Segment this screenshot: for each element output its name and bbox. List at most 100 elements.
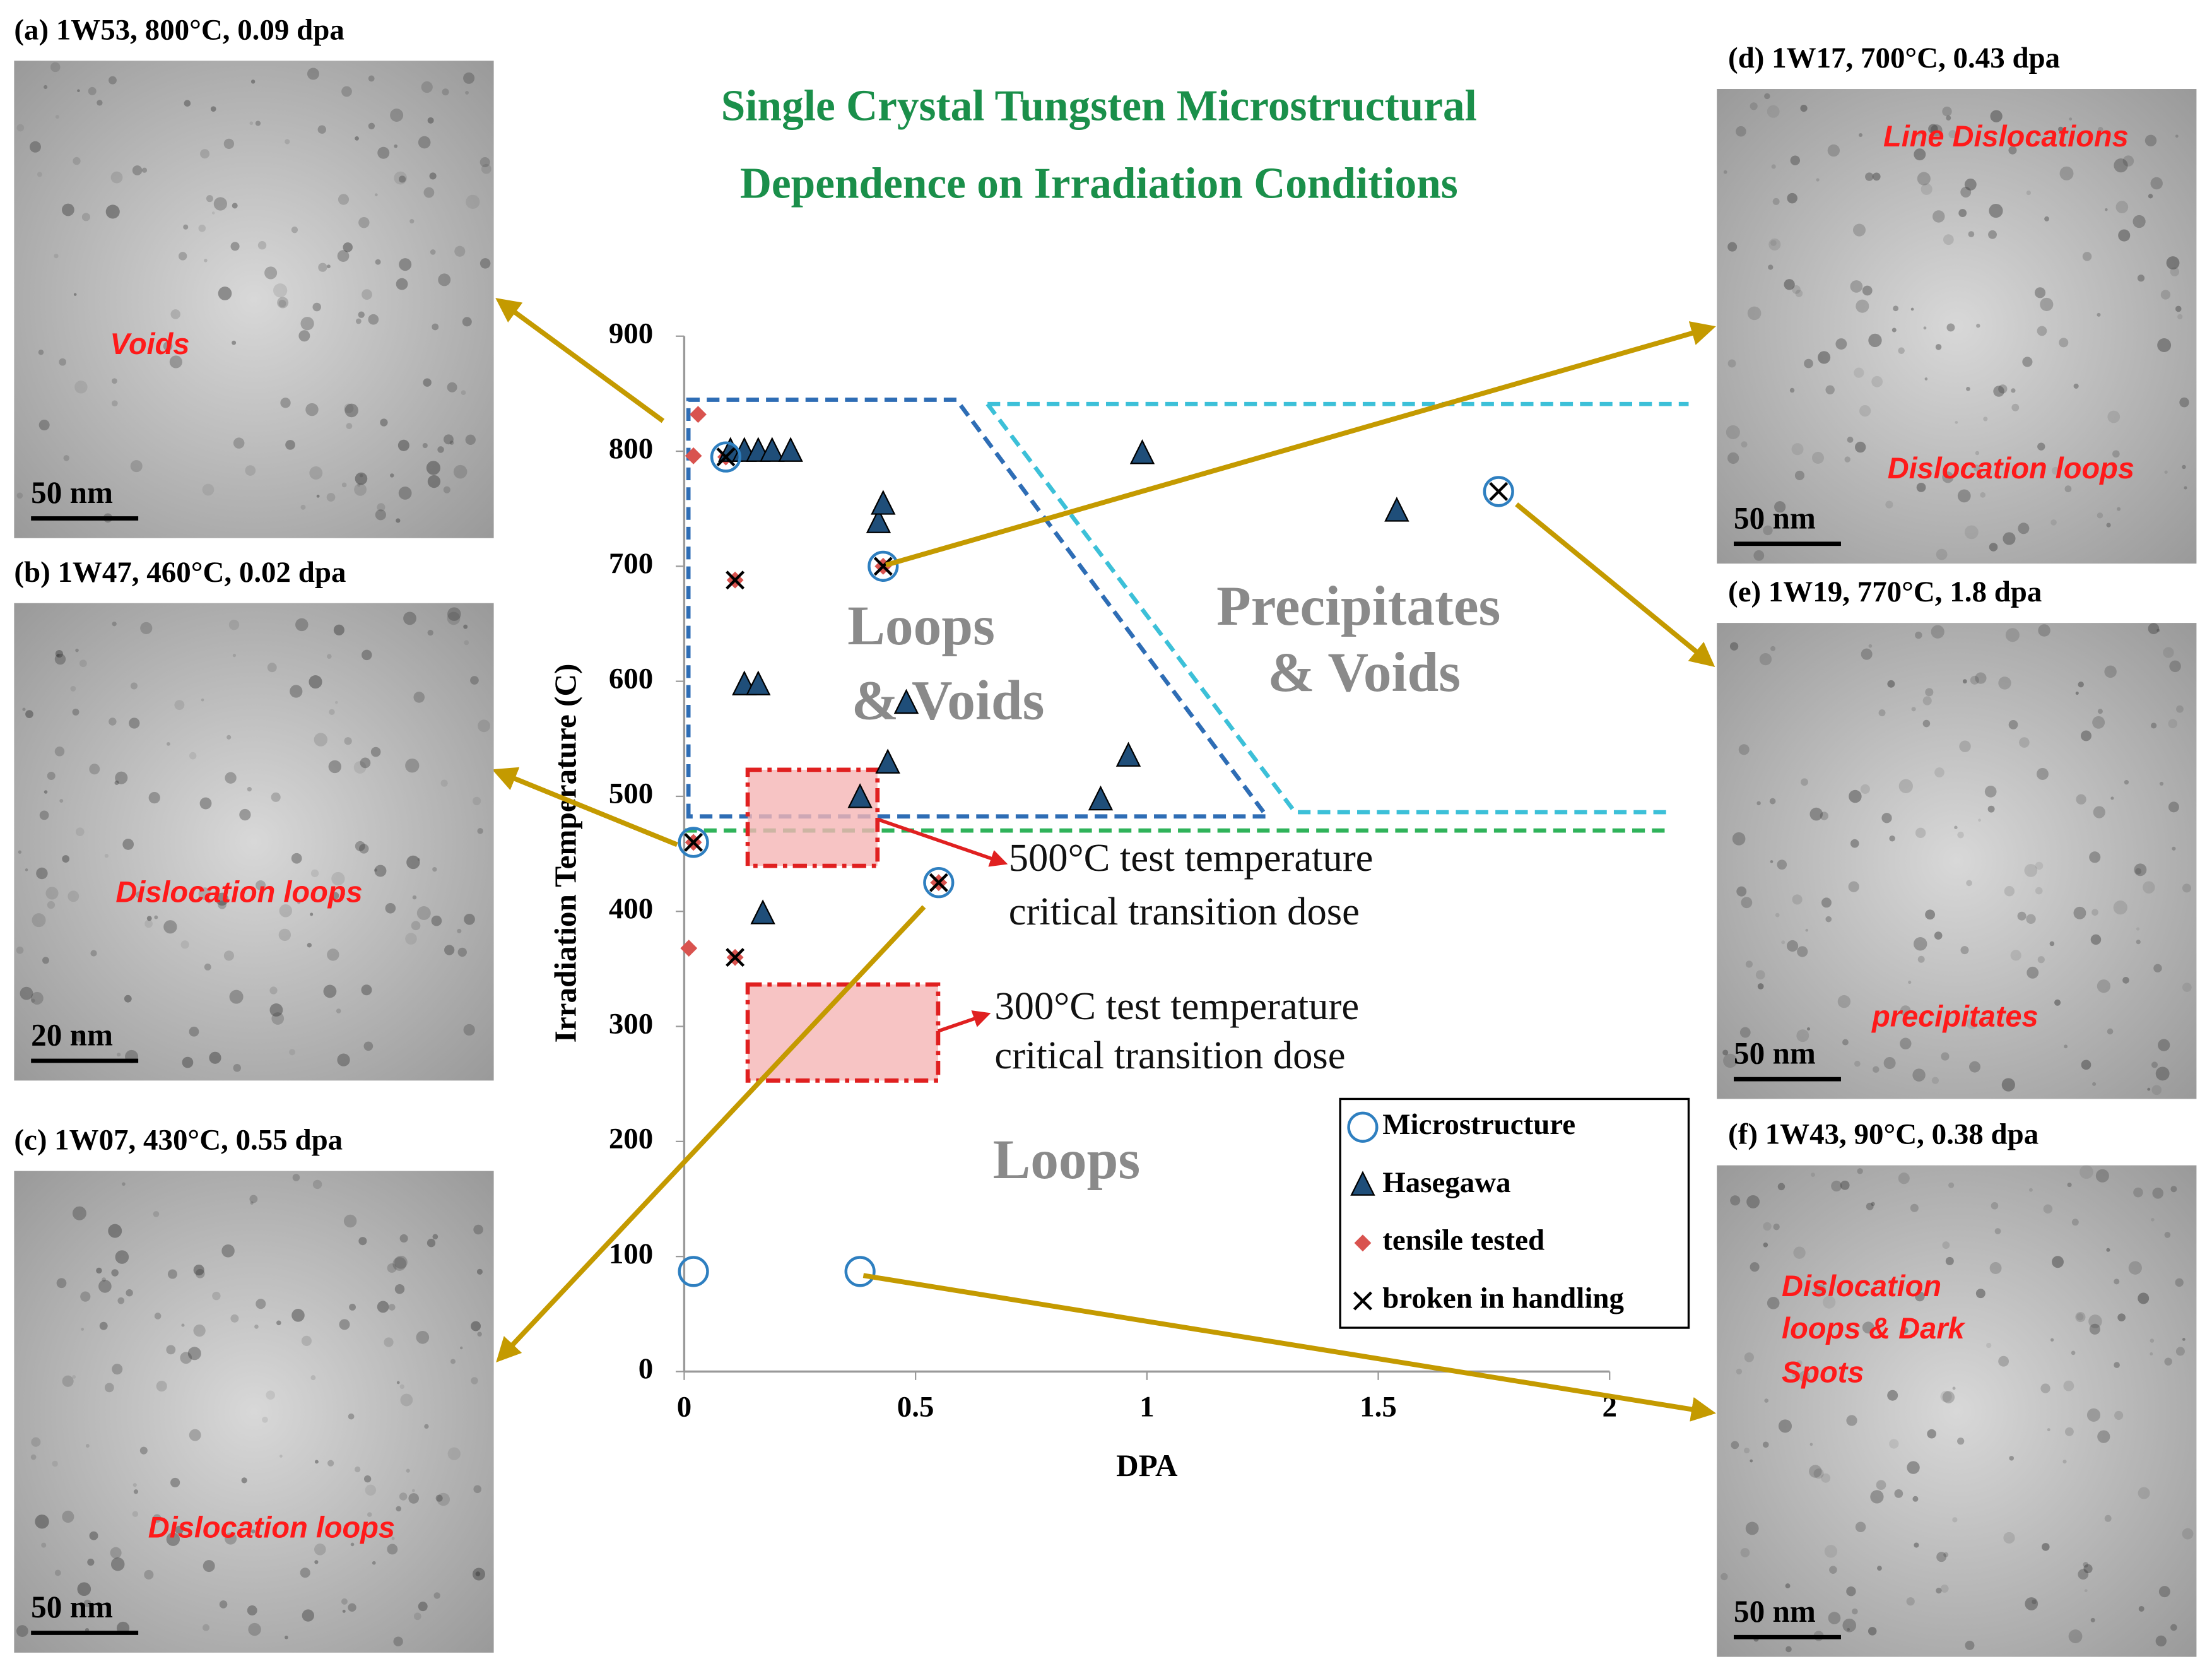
texture (444, 434, 454, 445)
x-tick-label: 1 (1139, 1391, 1154, 1424)
texture (342, 892, 346, 896)
texture (189, 1026, 199, 1037)
texture (475, 1571, 481, 1576)
texture (447, 1447, 461, 1460)
texture (463, 72, 475, 84)
texture (412, 895, 417, 900)
texture (1732, 832, 1746, 846)
texture (300, 1568, 310, 1578)
texture (289, 1049, 296, 1056)
texture (318, 263, 327, 272)
texture (427, 629, 433, 636)
texture (1912, 1496, 1919, 1502)
texture (374, 193, 378, 196)
gold-arrows (491, 298, 1716, 1422)
texture (427, 1239, 436, 1248)
texture (462, 317, 472, 327)
texture (1727, 452, 1739, 464)
legend-box (1339, 1097, 1690, 1329)
texture (1957, 831, 1964, 839)
texture (394, 144, 398, 148)
texture (341, 482, 347, 488)
texture (1955, 421, 1958, 424)
texture (2156, 629, 2160, 632)
annotation: & Voids (852, 670, 1045, 732)
texture (392, 1257, 407, 1271)
y-tick-label: 0 (638, 1352, 653, 1385)
texture (81, 213, 90, 221)
texture (343, 242, 353, 252)
micrograph-label: precipitates (1871, 999, 2038, 1032)
texture (1722, 1049, 1729, 1056)
texture (1968, 231, 1975, 237)
texture (2114, 1278, 2120, 1285)
texture (278, 300, 286, 308)
texture (1750, 102, 1758, 110)
texture (225, 772, 237, 784)
texture (305, 403, 319, 416)
texture (42, 957, 49, 964)
texture (285, 1635, 288, 1639)
texture (1726, 425, 1740, 440)
texture (239, 808, 251, 821)
texture (241, 1477, 247, 1484)
texture (1799, 1371, 1810, 1383)
texture (55, 650, 63, 658)
texture (20, 986, 33, 1000)
micrograph (14, 61, 494, 538)
texture (139, 1446, 148, 1455)
texture (1809, 1465, 1822, 1478)
texture (411, 1489, 415, 1492)
texture (2144, 134, 2157, 146)
texture (148, 791, 160, 804)
texture (449, 440, 454, 445)
texture (30, 1454, 37, 1460)
micrograph-label: loops & Dark (1782, 1311, 1966, 1345)
legend-label: tensile tested (1382, 1224, 1544, 1257)
y-axis-label: Irradiation Temperature (C) (548, 664, 582, 1043)
texture (2029, 1188, 2033, 1192)
texture (2004, 886, 2015, 897)
texture (1889, 1439, 1899, 1449)
texture (200, 149, 210, 159)
point (866, 508, 891, 533)
texture (2095, 1169, 2109, 1183)
texture (327, 264, 331, 269)
micrograph (14, 603, 494, 1081)
texture (1852, 1608, 1858, 1615)
texture (1769, 798, 1776, 805)
texture (1860, 784, 1870, 794)
texture (198, 887, 211, 900)
texture (368, 314, 379, 325)
texture (1873, 1066, 1880, 1073)
texture (1952, 1517, 1958, 1523)
texture (2133, 215, 2146, 228)
texture (2086, 1408, 2101, 1422)
texture (279, 1455, 283, 1458)
texture (331, 871, 345, 886)
point (923, 867, 955, 899)
texture (2151, 1218, 2155, 1222)
texture (2034, 287, 2046, 298)
texture (132, 1483, 137, 1487)
texture (1878, 709, 1886, 717)
texture (438, 273, 451, 286)
texture (169, 355, 182, 369)
texture (2063, 1380, 2074, 1391)
texture (230, 1314, 239, 1323)
texture (1998, 1355, 2009, 1367)
texture (1741, 441, 1748, 448)
texture (1900, 1005, 1911, 1017)
texture (310, 912, 314, 916)
texture (219, 1600, 228, 1609)
texture (454, 245, 466, 257)
texture (1893, 305, 1899, 312)
texture (112, 378, 117, 384)
texture (89, 1531, 98, 1540)
texture (1957, 489, 1971, 503)
micrograph-panel: (e) 1W19, 770°C, 1.8 dpa 50 nm precipitate… (1717, 576, 2197, 1099)
texture (358, 1237, 367, 1246)
texture (96, 1267, 102, 1274)
texture (317, 125, 326, 134)
